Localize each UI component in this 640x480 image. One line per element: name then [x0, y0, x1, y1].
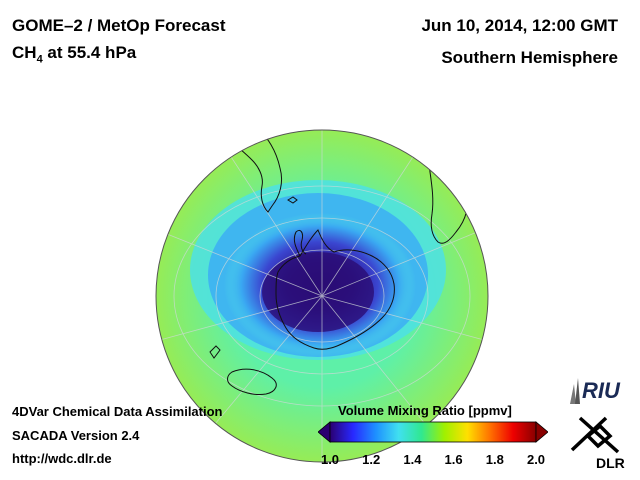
antarctica-coast	[275, 229, 395, 350]
colorbar	[318, 421, 548, 443]
dlr-emblem	[570, 416, 620, 454]
dlr-logo-text: DLR	[596, 455, 625, 470]
product-title: GOME–2 / MetOp Forecast	[12, 16, 226, 35]
vortex-core	[262, 252, 374, 332]
riu-logo-text: RIU	[582, 378, 621, 403]
colorbar-tick-label: 1.8	[485, 452, 504, 467]
colorbar-over-arrow	[535, 421, 548, 443]
species-prefix: CH	[12, 43, 37, 62]
region-label: Southern Hemisphere	[441, 48, 618, 67]
antarctic-peninsula	[293, 229, 307, 257]
colorbar-under-arrow	[318, 421, 331, 443]
colorbar-title: Volume Mixing Ratio [ppmv]	[338, 403, 512, 418]
australia-coast	[227, 368, 277, 395]
globe-outline	[155, 129, 489, 463]
species-subscript: 4	[36, 53, 43, 66]
graticule	[159, 130, 485, 462]
colorbar-tick-label: 1.2	[362, 452, 381, 467]
colorbar-tick-label: 1.0	[320, 452, 340, 467]
colorbar-tick-label: 2.0	[526, 452, 546, 467]
method-label: 4DVar Chemical Data Assimilation	[12, 404, 223, 419]
new-zealand	[209, 345, 221, 359]
version-label: SACADA Version 2.4	[12, 428, 140, 443]
falklands	[287, 196, 298, 204]
colorbar-ramp	[329, 421, 537, 443]
species-suffix: at 55.4 hPa	[42, 43, 137, 62]
colorbar-tick-label: 1.4	[403, 452, 422, 467]
dlr-logo: DLR	[570, 416, 625, 470]
colorbar-tick-label: 1.6	[444, 452, 463, 467]
url-link[interactable]: http://wdc.dlr.de	[12, 451, 112, 466]
forecast-datetime: Jun 10, 2014, 12:00 GMT	[421, 16, 618, 35]
riu-logo: RIU	[570, 378, 621, 404]
species-label: CH4 at 55.4 hPa	[12, 43, 136, 65]
